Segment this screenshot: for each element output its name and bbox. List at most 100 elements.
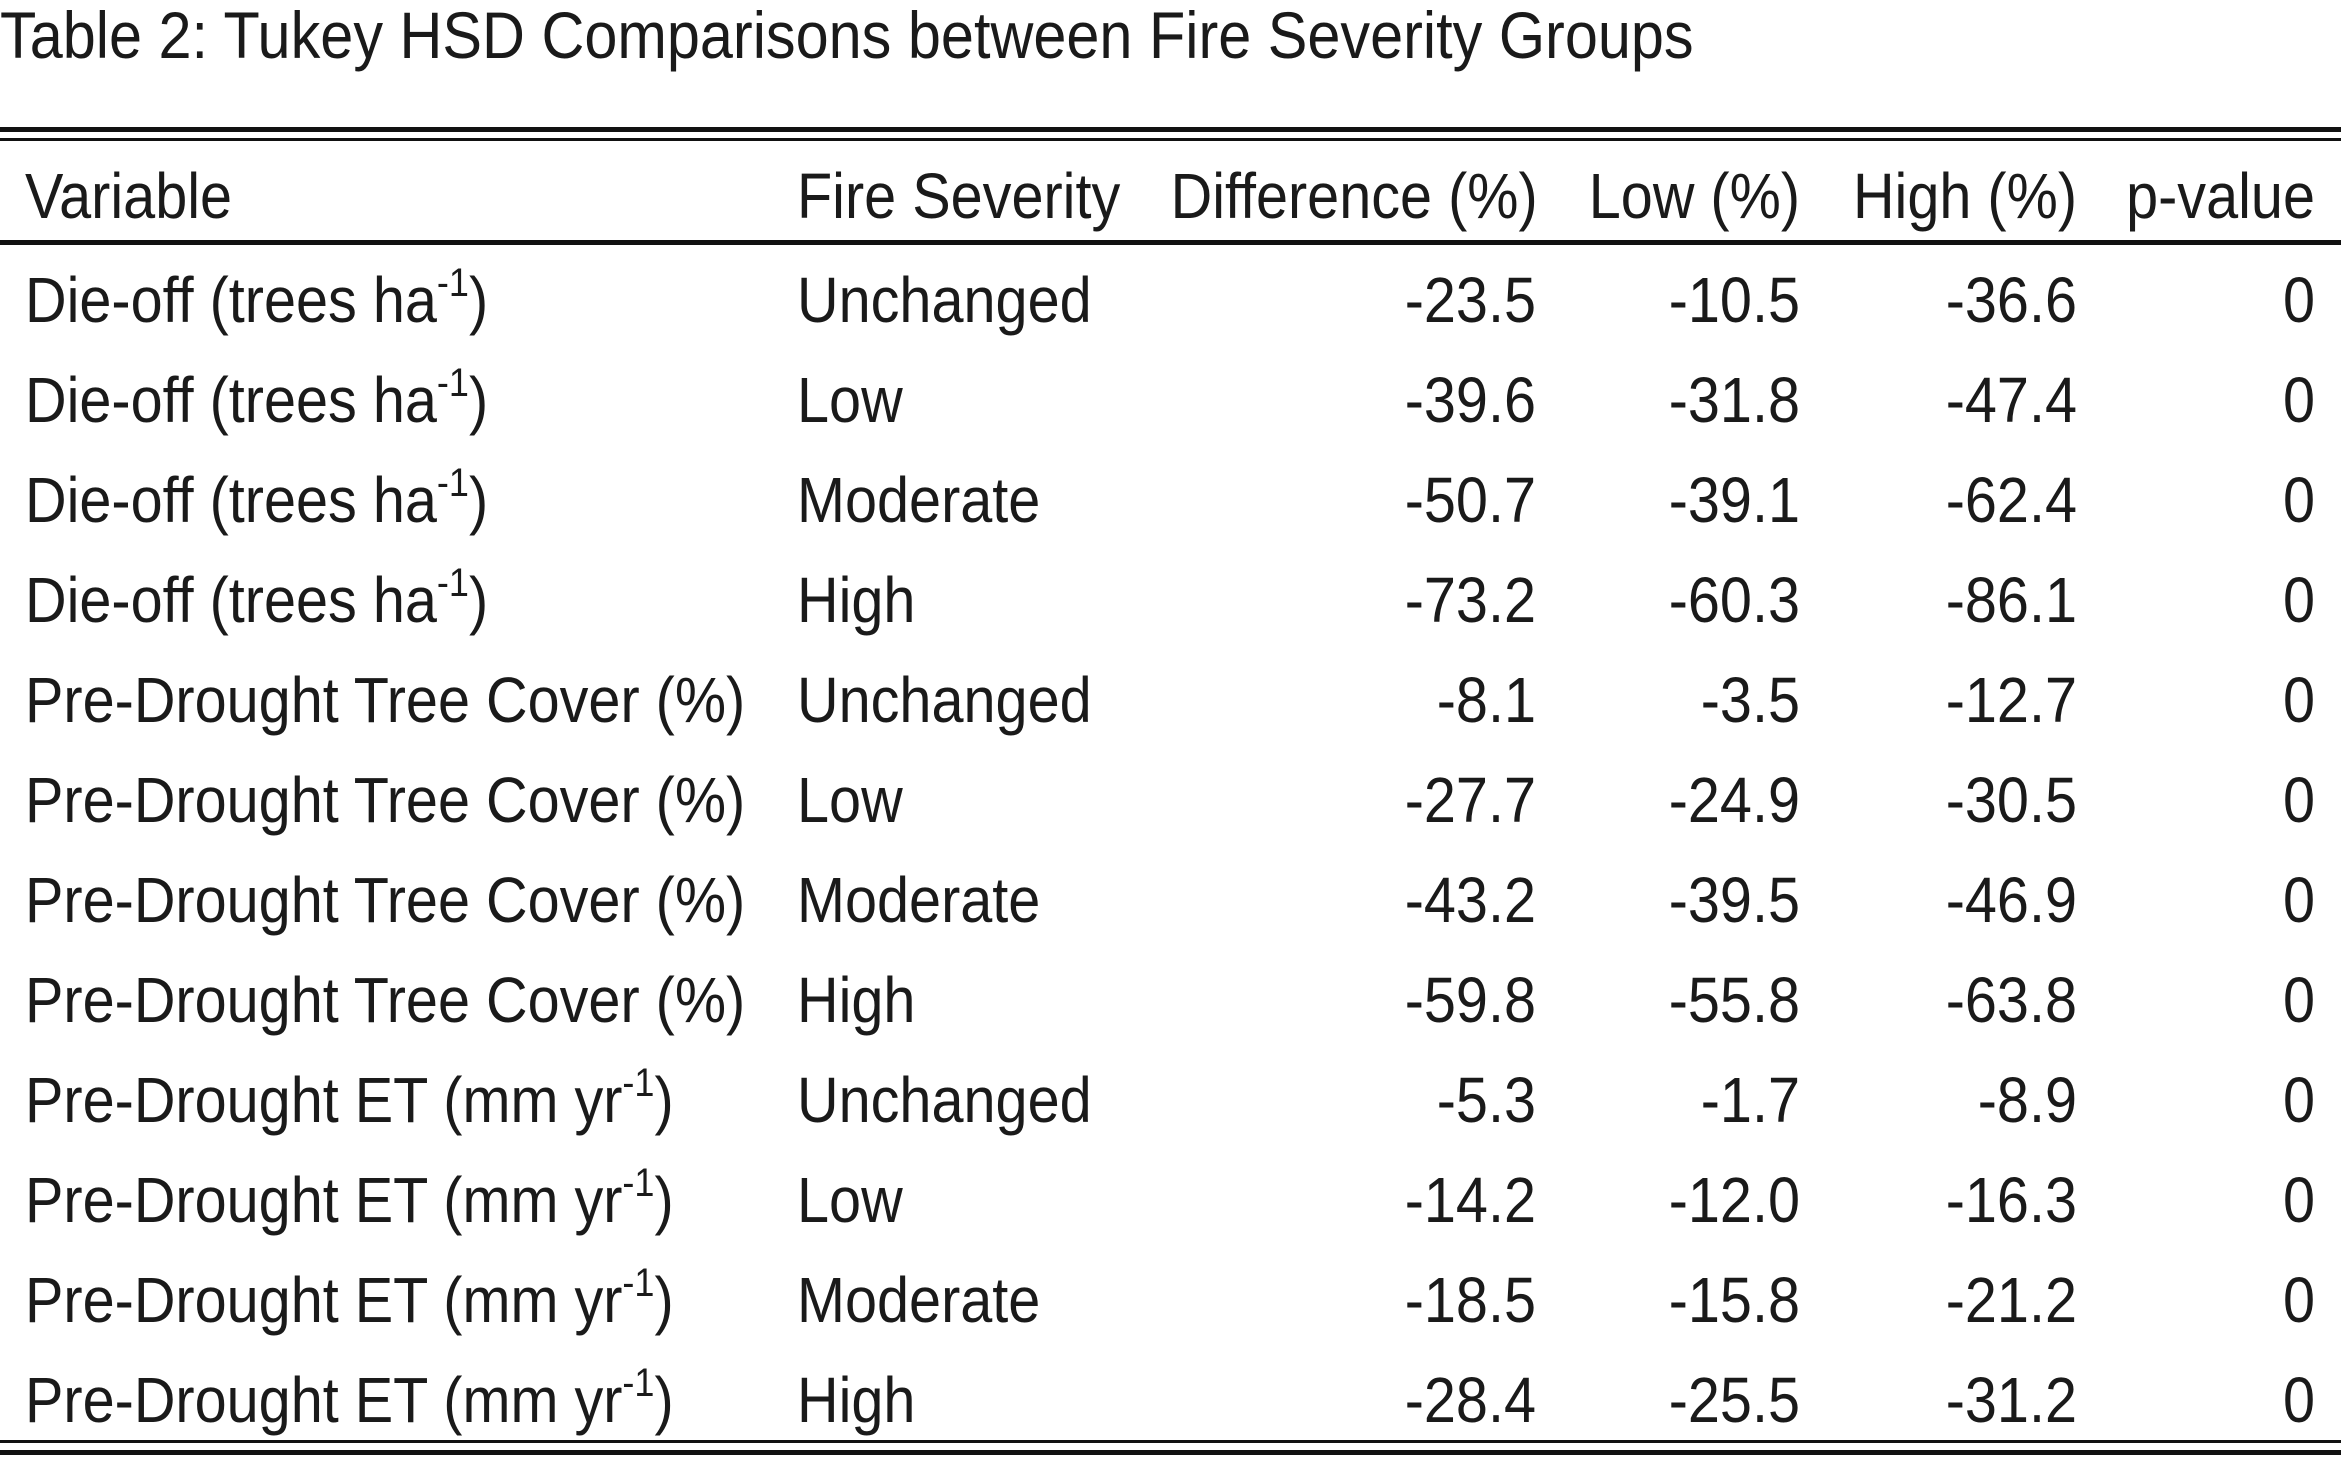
cell-p-value: 0: [2282, 1364, 2315, 1436]
cell-p-value: 0: [2282, 864, 2315, 936]
cell-difference: -5.3: [1436, 1064, 1536, 1136]
variable-close-paren: ): [654, 1164, 674, 1236]
table-row: Pre-Drought Tree Cover (%) High -59.8 -55.8…: [0, 950, 2341, 1050]
cell-difference: -39.6: [1404, 364, 1536, 436]
cell-fire-severity: High: [797, 964, 916, 1036]
header-low: Low (%): [1588, 160, 1800, 232]
variable-close-paren: ): [468, 564, 489, 636]
variable-unit-exponent: -1: [622, 1161, 655, 1205]
cell-p-value: 0: [2282, 964, 2315, 1036]
cell-fire-severity: High: [797, 1364, 916, 1436]
header-p-value: p-value: [2126, 160, 2315, 232]
cell-difference: -14.2: [1404, 1164, 1536, 1236]
variable-label: Pre-Drought Tree Cover (%): [25, 864, 746, 936]
cell-variable: Die-off (trees ha-1): [25, 450, 488, 550]
cell-fire-severity: Low: [797, 364, 903, 436]
cell-high: -86.1: [1945, 564, 2077, 636]
variable-label: Die-off (trees ha: [25, 464, 437, 536]
cell-high: -46.9: [1945, 864, 2077, 936]
variable-close-paren: ): [468, 264, 489, 336]
cell-variable: Pre-Drought Tree Cover (%): [25, 750, 745, 850]
cell-variable: Pre-Drought Tree Cover (%): [25, 650, 745, 750]
variable-unit-exponent: -1: [436, 361, 469, 405]
cell-fire-severity: Low: [797, 1164, 903, 1236]
cell-low: -12.0: [1668, 1164, 1800, 1236]
cell-low: -39.5: [1668, 864, 1800, 936]
variable-label: Pre-Drought Tree Cover (%): [25, 664, 746, 736]
cell-low: -31.8: [1668, 364, 1800, 436]
variable-label: Die-off (trees ha: [25, 364, 437, 436]
cell-difference: -43.2: [1404, 864, 1536, 936]
cell-low: -25.5: [1668, 1364, 1800, 1436]
variable-label: Pre-Drought Tree Cover (%): [25, 964, 746, 1036]
variable-close-paren: ): [654, 1064, 674, 1136]
table-row: Die-off (trees ha-1) Low -39.6 -31.8 -47.4 0: [0, 350, 2341, 450]
table-row: Die-off (trees ha-1) Moderate -50.7 -39.1 -6…: [0, 450, 2341, 550]
table-row: Pre-Drought ET (mm yr-1) Unchanged -5.3 -1.…: [0, 1050, 2341, 1150]
variable-unit-exponent: -1: [436, 461, 469, 505]
header-high: High (%): [1852, 160, 2077, 232]
table-row: Pre-Drought Tree Cover (%) Low -27.7 -24.9 -…: [0, 750, 2341, 850]
variable-close-paren: ): [654, 1364, 674, 1436]
cell-variable: Die-off (trees ha-1): [25, 350, 488, 450]
cell-high: -62.4: [1945, 464, 2077, 536]
cell-p-value: 0: [2282, 464, 2315, 536]
cell-fire-severity: Unchanged: [797, 664, 1092, 736]
cell-high: -16.3: [1945, 1164, 2077, 1236]
cell-variable: Pre-Drought ET (mm yr-1): [25, 1350, 674, 1450]
table-row: Pre-Drought ET (mm yr-1) High -28.4 -25.5 -3…: [0, 1350, 2341, 1450]
cell-difference: -18.5: [1404, 1264, 1536, 1336]
cell-high: -47.4: [1945, 364, 2077, 436]
cell-fire-severity: Low: [797, 764, 903, 836]
cell-difference: -59.8: [1404, 964, 1536, 1036]
cell-low: -10.5: [1668, 264, 1800, 336]
cell-p-value: 0: [2282, 364, 2315, 436]
table-row: Die-off (trees ha-1) High -73.2 -60.3 -86.1 0: [0, 550, 2341, 650]
cell-variable: Pre-Drought Tree Cover (%): [25, 850, 745, 950]
bottom-rule: [0, 1450, 2341, 1455]
header-variable: Variable: [25, 160, 233, 232]
variable-close-paren: ): [654, 1264, 674, 1336]
table-row: Pre-Drought ET (mm yr-1) Moderate -18.5 -15…: [0, 1250, 2341, 1350]
table-caption: Table 2: Tukey HSD Comparisons between F…: [0, 0, 1694, 72]
cell-difference: -73.2: [1404, 564, 1536, 636]
cell-high: -21.2: [1945, 1264, 2077, 1336]
cell-high: -31.2: [1945, 1364, 2077, 1436]
cell-p-value: 0: [2282, 1264, 2315, 1336]
variable-unit-exponent: -1: [436, 261, 469, 305]
variable-label: Pre-Drought ET (mm yr: [25, 1164, 623, 1236]
header-fire-severity: Fire Severity: [797, 160, 1121, 232]
cell-low: -15.8: [1668, 1264, 1800, 1336]
cell-p-value: 0: [2282, 664, 2315, 736]
header-row: Variable Fire Severity Difference (%) Lo…: [0, 146, 2341, 246]
cell-p-value: 0: [2282, 264, 2315, 336]
header-difference: Difference (%): [1170, 160, 1538, 232]
cell-difference: -8.1: [1436, 664, 1536, 736]
variable-unit-exponent: -1: [622, 1061, 655, 1105]
variable-close-paren: ): [468, 464, 489, 536]
cell-p-value: 0: [2282, 1164, 2315, 1236]
cell-difference: -27.7: [1404, 764, 1536, 836]
cell-low: -1.7: [1700, 1064, 1800, 1136]
variable-unit-exponent: -1: [622, 1361, 655, 1405]
cell-high: -63.8: [1945, 964, 2077, 1036]
table-row: Pre-Drought Tree Cover (%) Unchanged -8.1 -…: [0, 650, 2341, 750]
cell-low: -55.8: [1668, 964, 1800, 1036]
table-row: Pre-Drought ET (mm yr-1) Low -14.2 -12.0 -16…: [0, 1150, 2341, 1250]
cell-high: -8.9: [1977, 1064, 2077, 1136]
bottom-rule-inner: [0, 1440, 2341, 1443]
cell-variable: Pre-Drought ET (mm yr-1): [25, 1250, 674, 1350]
cell-variable: Die-off (trees ha-1): [25, 550, 488, 650]
cell-difference: -28.4: [1404, 1364, 1536, 1436]
cell-p-value: 0: [2282, 764, 2315, 836]
cell-difference: -50.7: [1404, 464, 1536, 536]
cell-difference: -23.5: [1404, 264, 1536, 336]
variable-label: Die-off (trees ha: [25, 264, 437, 336]
cell-p-value: 0: [2282, 564, 2315, 636]
cell-fire-severity: Unchanged: [797, 264, 1092, 336]
top-rule: [0, 127, 2341, 132]
top-rule-inner: [0, 138, 2341, 141]
cell-fire-severity: Unchanged: [797, 1064, 1092, 1136]
cell-low: -39.1: [1668, 464, 1800, 536]
variable-label: Pre-Drought ET (mm yr: [25, 1364, 623, 1436]
